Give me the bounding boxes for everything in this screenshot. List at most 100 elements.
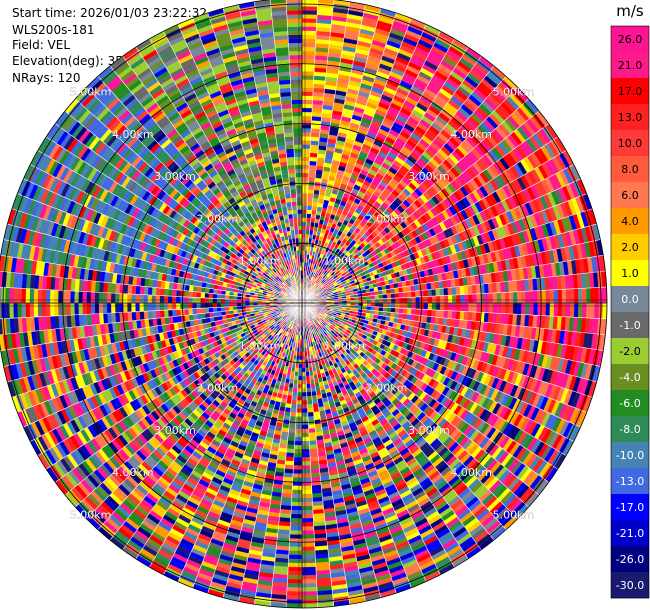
ppi-gate xyxy=(308,172,316,178)
ppi-gate xyxy=(383,302,388,308)
ppi-gate xyxy=(307,185,315,190)
ppi-gate xyxy=(301,107,313,113)
ppi-gate xyxy=(379,302,384,308)
ppi-gate xyxy=(378,294,384,300)
ppi-gate xyxy=(309,452,319,458)
ppi-gate xyxy=(395,297,400,304)
ppi-gate xyxy=(308,428,316,434)
ppi-gate xyxy=(301,509,314,515)
ppi-gate xyxy=(431,295,437,304)
ppi-gate xyxy=(374,302,380,308)
ppi-gate xyxy=(301,241,306,247)
ppi-gate xyxy=(301,0,319,3)
ppi-gate xyxy=(456,302,461,312)
ppi-gate xyxy=(423,302,429,310)
ppi-gate xyxy=(398,307,404,314)
ppi-gate xyxy=(590,287,595,304)
ppi-gate xyxy=(517,302,522,315)
ppi-gate xyxy=(301,400,308,405)
ppi-gate xyxy=(301,359,306,365)
ppi-gate xyxy=(285,456,295,462)
ppi-gate xyxy=(293,453,303,458)
ppi-gate xyxy=(301,428,309,434)
ppi-gate xyxy=(287,566,303,572)
ppi-gate xyxy=(577,302,583,318)
ppi-gate xyxy=(297,388,303,393)
ppi-gate xyxy=(301,522,314,527)
ppi-gate xyxy=(301,392,308,397)
ppi-gate xyxy=(435,295,441,304)
ppi-gate xyxy=(301,50,316,56)
ppi-gate xyxy=(451,310,457,320)
ppi-gate xyxy=(387,302,392,308)
ppi-gate xyxy=(301,213,307,218)
ppi-gate xyxy=(472,302,478,313)
ppi-gate xyxy=(309,440,318,446)
ppi-gate xyxy=(569,302,575,318)
ppi-gate xyxy=(301,384,307,389)
ppi-gate xyxy=(290,505,303,511)
ppi-gate xyxy=(468,302,473,313)
ppi-gate xyxy=(301,132,312,137)
ppi-gate xyxy=(294,444,303,450)
ppi-gate xyxy=(290,407,297,413)
ppi-gate xyxy=(513,291,518,304)
ppi-gate xyxy=(287,570,303,576)
ppi-gate xyxy=(301,591,318,596)
ppi-gate xyxy=(301,164,310,170)
ppi-gate xyxy=(294,440,303,446)
ppi-gate xyxy=(287,578,303,584)
ppi-gate xyxy=(294,432,303,438)
ppi-gate xyxy=(472,293,478,304)
ppi-gate xyxy=(504,291,510,304)
ppi-gate xyxy=(301,501,313,507)
ppi-gate xyxy=(301,396,308,401)
ppi-gate xyxy=(317,0,334,4)
ppi-gate xyxy=(488,292,494,304)
ppi-gate xyxy=(288,546,303,552)
ppi-gate xyxy=(301,371,306,377)
ppi-gate xyxy=(460,294,465,304)
ppi-gate xyxy=(492,292,498,304)
ppi-gate xyxy=(309,156,318,162)
ppi-gate xyxy=(301,95,314,101)
ppi-gate xyxy=(293,379,299,385)
ppi-gate xyxy=(565,302,571,318)
ppi-gate xyxy=(443,295,449,304)
ppi-gate xyxy=(301,440,310,446)
ppi-gate xyxy=(561,289,567,304)
ppi-gate xyxy=(301,518,314,523)
ppi-gate xyxy=(301,449,311,454)
ppi-gate xyxy=(305,221,311,227)
ppi-gate xyxy=(307,197,314,203)
ppi-gate xyxy=(301,530,315,535)
ppi-gate xyxy=(358,302,364,307)
ppi-gate xyxy=(308,436,317,442)
ppi-gate xyxy=(301,534,315,540)
ppi-gate xyxy=(358,299,364,304)
ppi-gate xyxy=(427,289,433,297)
ppi-gate xyxy=(285,452,295,458)
ppi-gate xyxy=(301,583,318,588)
ppi-gate xyxy=(301,14,318,19)
ppi-gate xyxy=(476,293,482,304)
ppi-gate xyxy=(306,213,312,219)
ppi-gate xyxy=(496,292,502,304)
ppi-gate xyxy=(306,395,313,401)
ppi-gate xyxy=(290,522,303,527)
ppi-gate xyxy=(456,294,461,304)
ppi-gate xyxy=(288,550,303,556)
ppi-gate xyxy=(290,403,297,409)
ppi-gate xyxy=(395,302,400,309)
ppi-gate xyxy=(464,294,469,304)
ppi-gate xyxy=(411,290,416,298)
ppi-gate xyxy=(301,197,308,202)
ppi-gate xyxy=(301,595,318,601)
ppi-gate xyxy=(307,189,315,194)
ppi-gate xyxy=(286,583,303,588)
ppi-gate xyxy=(309,444,318,450)
ppi-gate xyxy=(301,30,317,36)
ppi-gate xyxy=(484,293,490,304)
elevation-label: Elevation(deg): 35.00 xyxy=(12,54,142,68)
ppi-gate xyxy=(301,578,317,584)
